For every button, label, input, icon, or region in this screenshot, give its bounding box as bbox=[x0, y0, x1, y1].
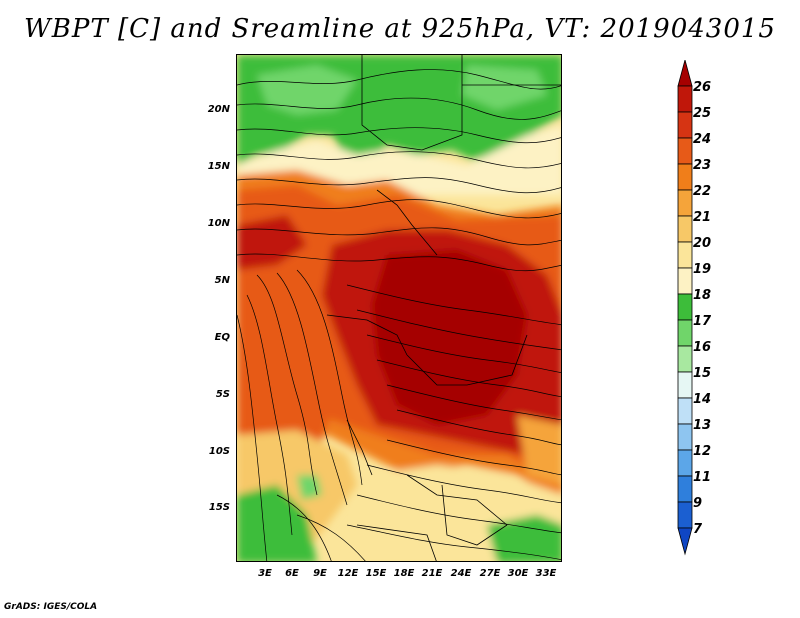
lon-label-33e: 33E bbox=[535, 568, 557, 579]
color-bar-segment bbox=[677, 85, 693, 113]
lat-label-5n: 5N bbox=[214, 275, 230, 286]
green-south-east bbox=[487, 515, 561, 561]
east-orange bbox=[517, 415, 561, 485]
cb-label-13: 13 bbox=[693, 418, 712, 433]
cb-label-21: 21 bbox=[693, 210, 712, 225]
streamlines bbox=[237, 69, 561, 561]
lat-label-15s: 15S bbox=[208, 502, 230, 513]
color-bar-segment bbox=[677, 60, 693, 87]
cb-label-26: 26 bbox=[693, 80, 712, 95]
color-bar-segment bbox=[677, 189, 693, 217]
cb-label-7: 7 bbox=[693, 522, 703, 537]
cb-label-22: 22 bbox=[693, 184, 712, 199]
lat-label-10n: 10N bbox=[207, 218, 230, 229]
cb-label-12: 12 bbox=[693, 444, 712, 459]
cb-label-24: 24 bbox=[693, 132, 712, 147]
lon-label-12e: 12E bbox=[337, 568, 359, 579]
cb-label-23: 23 bbox=[693, 158, 712, 173]
cb-label-15: 15 bbox=[693, 366, 712, 381]
color-bar-segment bbox=[677, 345, 693, 373]
lon-label-9e: 9E bbox=[313, 568, 327, 579]
color-bar-segment bbox=[677, 163, 693, 191]
color-bar-segment bbox=[677, 137, 693, 165]
green-south-patch bbox=[297, 475, 322, 500]
cb-label-9: 9 bbox=[693, 496, 703, 511]
lon-label-24e: 24E bbox=[450, 568, 472, 579]
color-bar-segment bbox=[677, 241, 693, 269]
lon-label-27e: 27E bbox=[479, 568, 501, 579]
cb-label-16: 16 bbox=[693, 340, 712, 355]
lat-label-15n: 15N bbox=[207, 161, 230, 172]
cb-label-17: 17 bbox=[693, 314, 712, 329]
lon-label-6e: 6E bbox=[285, 568, 299, 579]
green-north-light bbox=[257, 65, 357, 115]
country-borders bbox=[326, 55, 561, 561]
cb-label-20: 20 bbox=[693, 236, 712, 251]
lon-label-3e: 3E bbox=[258, 568, 272, 579]
color-bar-segment bbox=[677, 215, 693, 243]
color-bar-segment bbox=[677, 111, 693, 139]
green-south-west bbox=[237, 485, 317, 561]
color-bar-segment bbox=[677, 293, 693, 321]
color-bar-segment bbox=[677, 423, 693, 451]
color-bar bbox=[677, 60, 693, 556]
lon-label-30e: 30E bbox=[507, 568, 529, 579]
color-bar-segment bbox=[677, 397, 693, 425]
west-coast bbox=[237, 270, 337, 465]
lat-label-10s: 10S bbox=[208, 446, 230, 457]
map-panel bbox=[236, 54, 562, 562]
cb-label-11: 11 bbox=[693, 470, 712, 485]
wbpt-field-map bbox=[237, 55, 561, 561]
color-bar-segments bbox=[677, 60, 693, 556]
cb-label-25: 25 bbox=[693, 106, 712, 121]
color-bar-segment bbox=[677, 371, 693, 399]
color-bar-segment bbox=[677, 475, 693, 503]
color-bar-segment bbox=[677, 527, 693, 556]
lon-label-15e: 15E bbox=[365, 568, 387, 579]
color-bar-segment bbox=[677, 267, 693, 295]
cb-label-18: 18 bbox=[693, 288, 712, 303]
lon-label-21e: 21E bbox=[421, 568, 443, 579]
chart-title: WBPT [C] and Sreamline at 925hPa, VT: 20… bbox=[24, 14, 776, 44]
cb-label-19: 19 bbox=[693, 262, 712, 277]
color-bar-segment bbox=[677, 319, 693, 347]
darkest-core bbox=[372, 250, 527, 425]
lat-label-20n: 20N bbox=[207, 104, 230, 115]
grads-credit: GrADS: IGES/COLA bbox=[4, 602, 98, 612]
color-bar-segment bbox=[677, 501, 693, 529]
lat-label-eq: EQ bbox=[214, 332, 230, 343]
lon-label-18e: 18E bbox=[393, 568, 415, 579]
lat-label-5s: 5S bbox=[215, 389, 230, 400]
cb-label-14: 14 bbox=[693, 392, 712, 407]
color-bar-segment bbox=[677, 449, 693, 477]
